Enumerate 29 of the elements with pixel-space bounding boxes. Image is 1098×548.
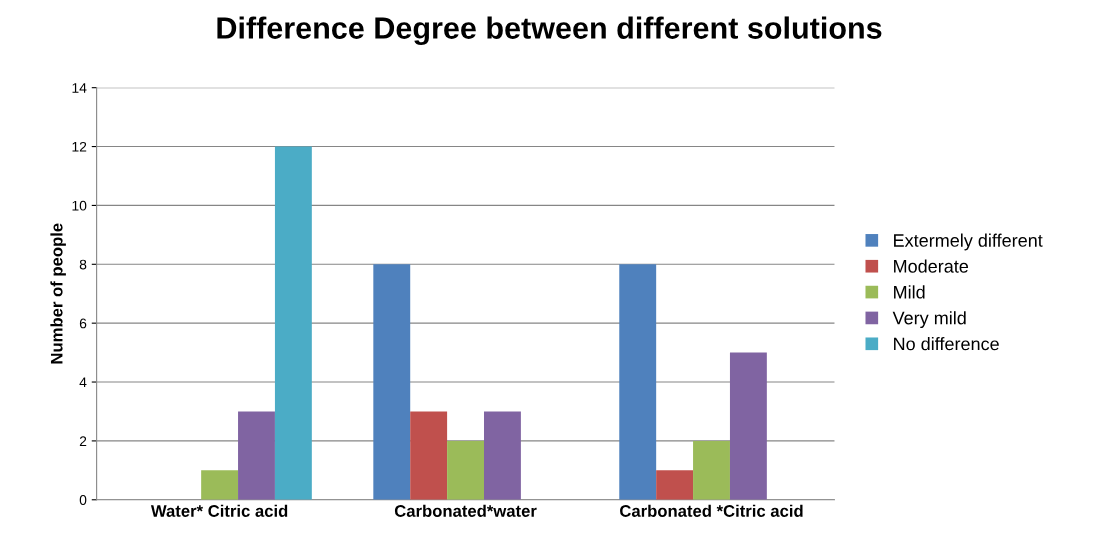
x-tick-label: Water* Citric acid bbox=[150, 504, 288, 517]
x-tick-label: Carbonated*water bbox=[394, 504, 537, 517]
y-tick-label: 8 bbox=[79, 259, 87, 270]
legend-label: Mild bbox=[894, 285, 925, 299]
bar bbox=[484, 411, 521, 500]
y-tick-label: 4 bbox=[79, 377, 87, 388]
bar bbox=[729, 352, 767, 500]
bar bbox=[373, 264, 411, 500]
chart-title: Difference Degree between different solutions bbox=[217, 16, 882, 46]
y-tick-label: 2 bbox=[79, 436, 87, 446]
legend-label: Very mild bbox=[892, 311, 966, 328]
bar bbox=[410, 411, 448, 500]
bar bbox=[693, 440, 730, 500]
x-tick-label: Carbonated *Citric acid bbox=[620, 504, 803, 517]
y-tick-label: 14 bbox=[72, 83, 87, 93]
bar bbox=[447, 440, 484, 500]
bar bbox=[656, 470, 694, 500]
legend-label: Extermely different bbox=[894, 233, 1043, 251]
y-tick-label: 10 bbox=[72, 200, 87, 211]
bar bbox=[201, 470, 239, 500]
bar bbox=[274, 146, 312, 500]
legend-label: Moderate bbox=[894, 259, 969, 273]
y-tick-label: 12 bbox=[72, 141, 87, 152]
bar bbox=[238, 411, 275, 500]
y-axis-title: Number of people bbox=[50, 223, 66, 364]
y-tick-label: 0 bbox=[79, 495, 87, 505]
legend-label: No difference bbox=[894, 337, 999, 351]
y-tick-label: 6 bbox=[79, 318, 87, 329]
bar bbox=[619, 264, 657, 500]
